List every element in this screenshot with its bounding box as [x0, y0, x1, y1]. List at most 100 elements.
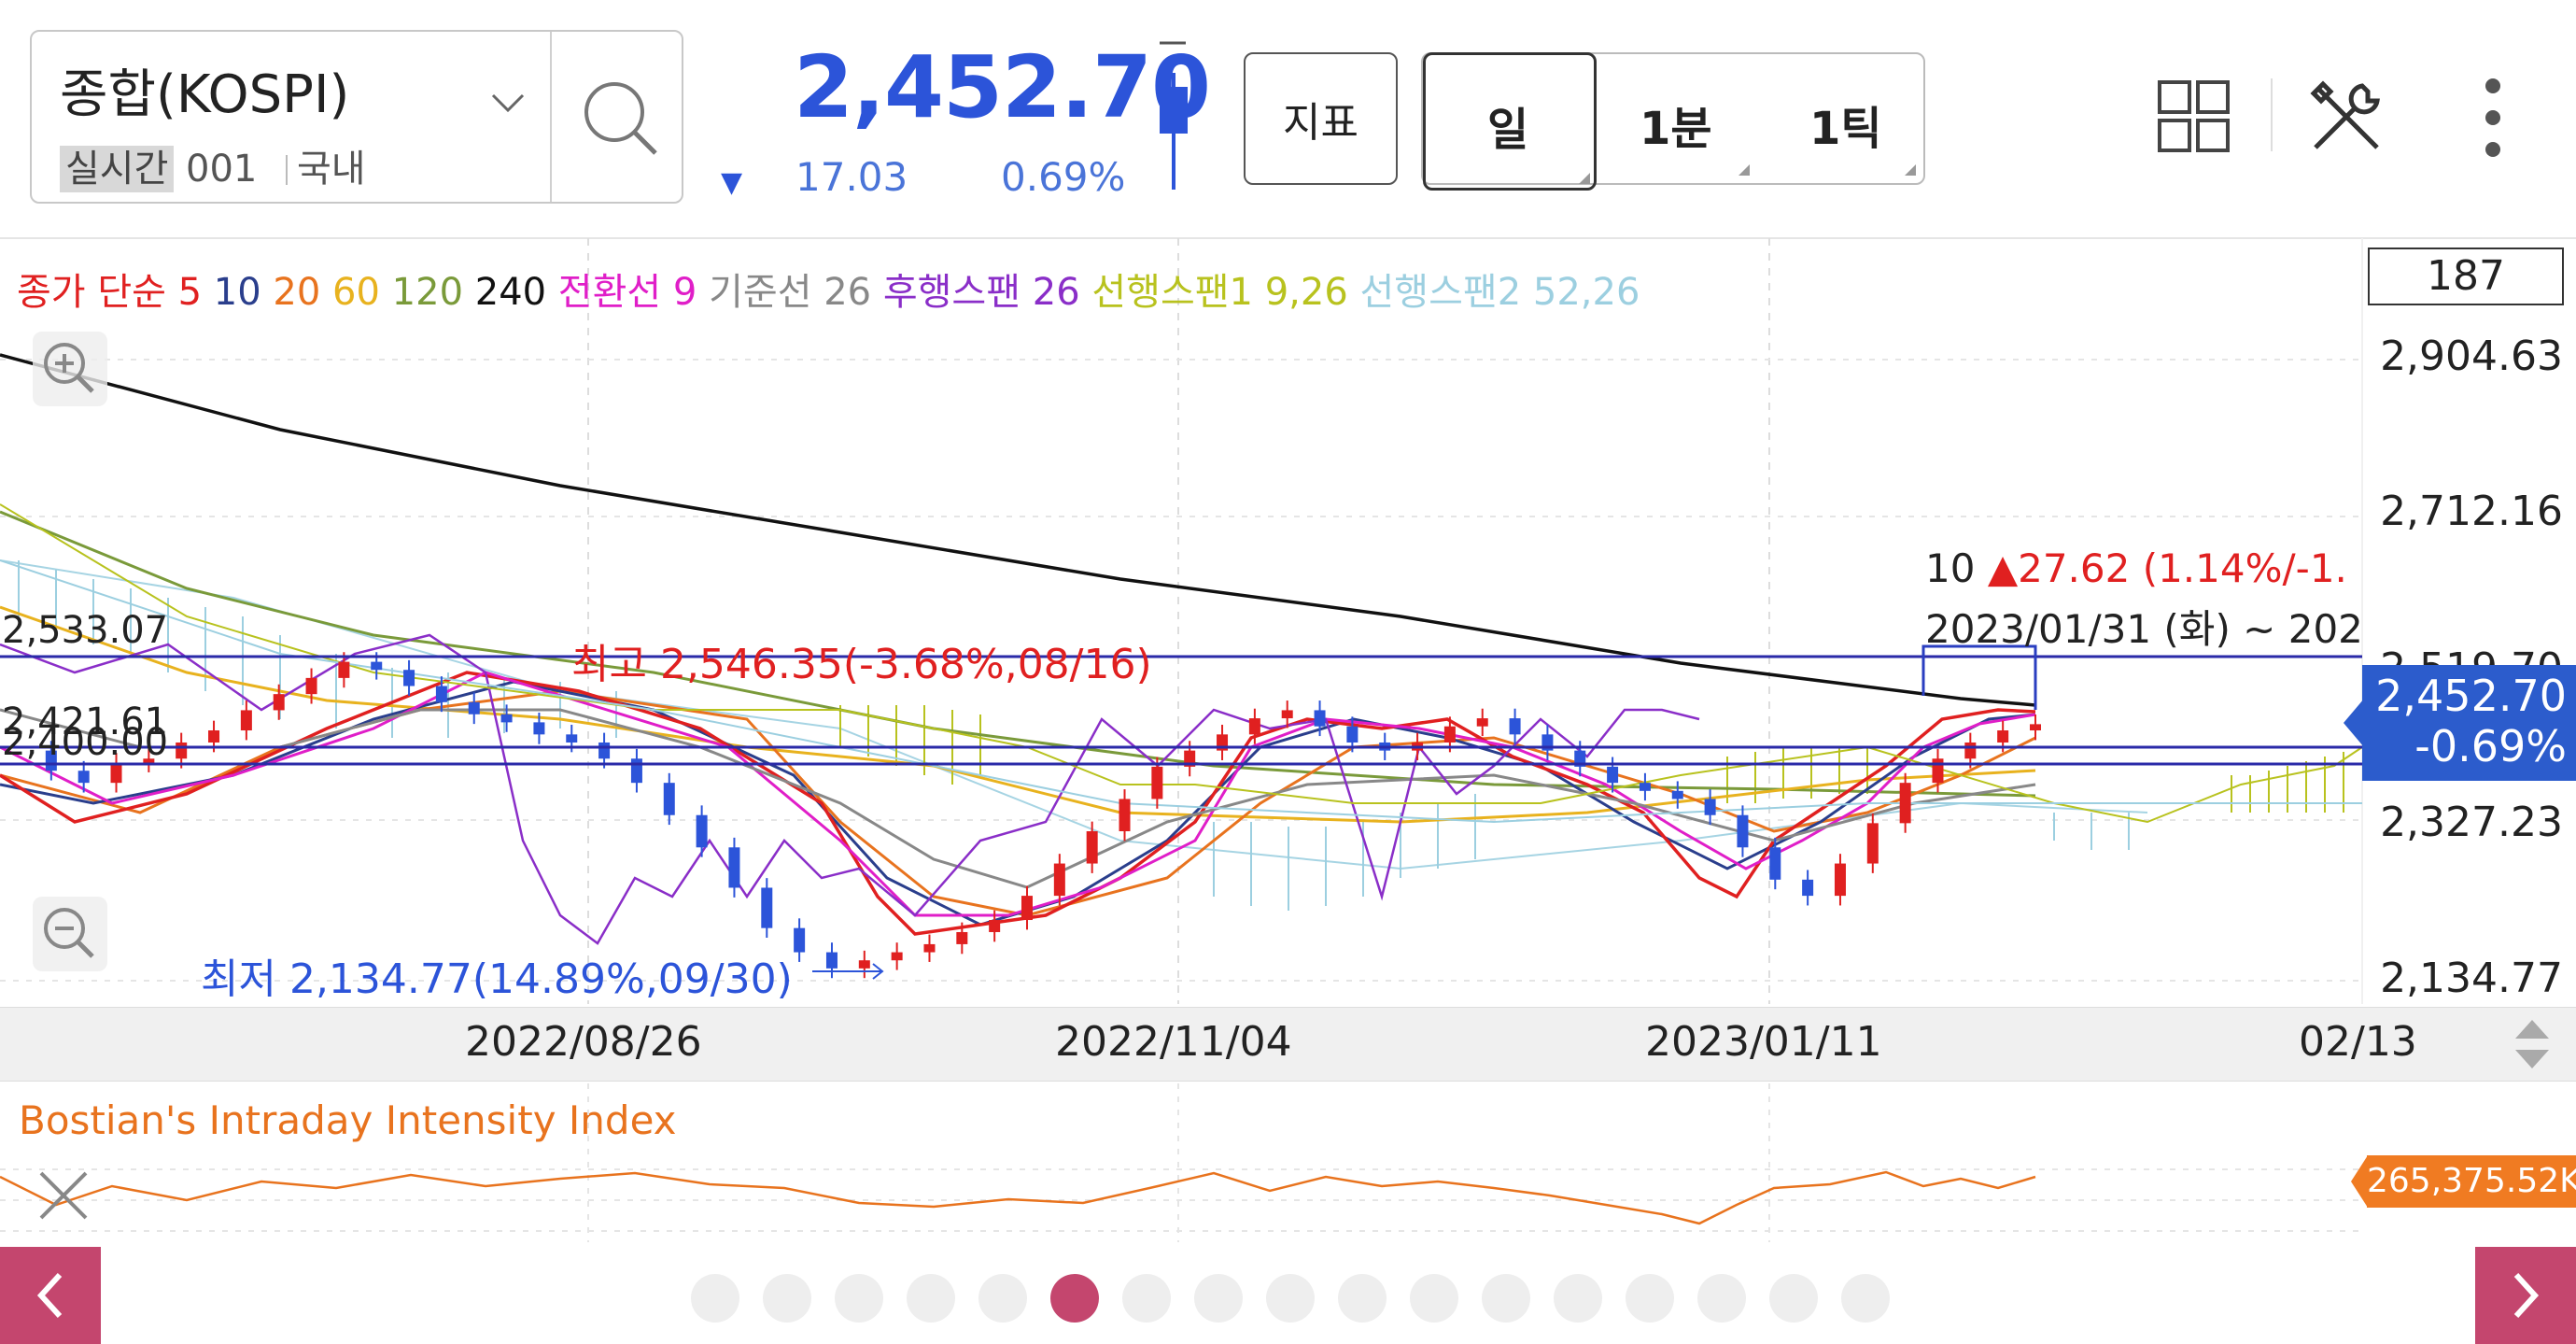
price-tag-percent: -0.69% [2414, 721, 2567, 771]
page-dot[interactable] [1482, 1274, 1530, 1323]
layout-grid-icon[interactable] [2157, 79, 2231, 158]
candle-body [77, 771, 90, 784]
legend-item[interactable]: 종가 단순 5 [17, 271, 203, 314]
legend-item[interactable]: 선행스팬2 52,26 [1347, 271, 1640, 314]
reference-label: 2,533.07 [2, 609, 169, 652]
market-label: 국내 [297, 148, 366, 191]
period-1min-button[interactable]: 1분 [1591, 54, 1759, 183]
page-dot[interactable] [691, 1274, 739, 1323]
divider [286, 155, 288, 185]
candle-body [663, 783, 675, 815]
page-dot[interactable] [1338, 1274, 1387, 1323]
candle-body [858, 960, 870, 969]
candle-body [1704, 799, 1716, 815]
corner-mark [1738, 164, 1750, 176]
candle-body [1866, 823, 1879, 864]
y-axis-label: 2,904.63 [2380, 332, 2563, 380]
zoom-out-icon[interactable] [33, 897, 107, 975]
page-dot[interactable] [835, 1274, 883, 1323]
legend-item[interactable]: 120 [379, 271, 464, 314]
period-day-button[interactable]: 일 [1423, 52, 1597, 191]
current-price-tag: 2,452.70 -0.69% [2362, 665, 2576, 781]
tooltip-line-2: 2023/01/31 (화) ~ 202 [1925, 606, 2359, 652]
visible-count[interactable]: 187 [2368, 248, 2564, 305]
legend-item[interactable]: 전환선 9 [546, 271, 697, 314]
legend-item[interactable]: 선행스팬1 9,26 [1079, 271, 1348, 314]
tooltip-line-1: 10 ▲27.62 (1.14%/-1. [1925, 545, 2359, 591]
candle-body [696, 814, 708, 848]
page-dot[interactable] [1194, 1274, 1243, 1323]
low-annotation: 최저 2,134.77(14.89%,09/30) [201, 955, 793, 1003]
previous-button[interactable] [0, 1247, 101, 1344]
period-1tick-button[interactable]: 1틱 [1759, 54, 1925, 183]
zoom-in-icon[interactable] [33, 332, 107, 410]
candle-body [1476, 718, 1488, 727]
realtime-badge: 실시간 [60, 146, 175, 192]
legend-item[interactable]: 후행스팬 26 [871, 271, 1080, 314]
candle-body [435, 686, 447, 702]
x-axis-label: 2023/01/11 [1645, 1018, 1882, 1066]
x-axis[interactable] [0, 1007, 2576, 1082]
price-tag-value: 2,452.70 [2375, 671, 2567, 721]
legend-item[interactable]: 20 [260, 271, 321, 314]
candle-icon [1148, 35, 1199, 194]
chevron-left-icon [36, 1272, 63, 1319]
candle-body [305, 677, 317, 695]
candle-body [1443, 726, 1456, 743]
page-dot[interactable] [763, 1274, 811, 1323]
high-annotation: 최고 2,546.35(-3.68%,08/16) [571, 641, 1152, 688]
page-dot[interactable] [1266, 1274, 1315, 1323]
legend-item[interactable]: 240 [463, 271, 547, 314]
chevron-down-icon[interactable] [489, 84, 527, 127]
candle-body [371, 661, 383, 671]
legend-item[interactable]: 기준선 26 [697, 271, 872, 314]
legend-item[interactable]: 60 [320, 271, 380, 314]
candle-body [533, 722, 545, 735]
candle-body [403, 670, 415, 686]
page-dot[interactable] [1122, 1274, 1171, 1323]
candle-body [1509, 718, 1521, 735]
page-dot[interactable] [907, 1274, 955, 1323]
page-dot[interactable] [1769, 1274, 1818, 1323]
candle-body [1346, 726, 1358, 743]
candle-body [728, 847, 740, 888]
page-dot[interactable] [1626, 1274, 1674, 1323]
close-icon[interactable] [35, 1167, 91, 1227]
indicator-legend[interactable]: 종가 단순 5 10 20 60 120 240 전환선 9 기준선 26 후행… [17, 262, 1640, 316]
candle-body [1802, 879, 1814, 897]
candle-body [240, 710, 252, 731]
legend-item[interactable]: 10 [202, 271, 261, 314]
candle-body [1964, 742, 1977, 759]
candle-body [2030, 724, 2041, 731]
y-axis-label: 2,712.16 [2380, 488, 2563, 535]
candle-body [989, 920, 1001, 932]
candle-body [761, 887, 773, 928]
page-dot[interactable] [1697, 1274, 1746, 1323]
more-vertical-icon[interactable] [2482, 77, 2504, 164]
page-dot[interactable] [1050, 1274, 1099, 1323]
price-chart[interactable] [0, 233, 2576, 1074]
candle-body [208, 730, 220, 743]
candle-body [1639, 783, 1651, 791]
indicator-button[interactable]: 지표 [1244, 52, 1398, 185]
candle-body [338, 661, 350, 678]
page-dot[interactable] [1841, 1274, 1890, 1323]
scroll-arrows-icon[interactable] [2512, 1016, 2553, 1076]
sub-indicator-value: 265,375.52K [2367, 1155, 2576, 1208]
page-dot[interactable] [1410, 1274, 1458, 1323]
candle-body [1997, 730, 2009, 743]
page-dot[interactable] [978, 1274, 1027, 1323]
candle-body [1086, 830, 1098, 864]
symbol-selector[interactable]: 종합(KOSPI) 실시간 001 국내 [30, 30, 683, 204]
sub-indicator-title[interactable]: Bostian's Intraday Intensity Index [19, 1097, 677, 1143]
divider [550, 32, 552, 202]
tools-icon[interactable] [2306, 77, 2386, 161]
current-price: 2,452.70 [794, 37, 1211, 137]
change-value: 17.03 [795, 154, 908, 200]
next-button[interactable] [2475, 1247, 2576, 1344]
period-day-label: 일 [1487, 104, 1529, 156]
y-axis-label: 2,134.77 [2380, 955, 2563, 1002]
page-dot[interactable] [1554, 1274, 1602, 1323]
candle-body [923, 943, 936, 953]
search-button[interactable] [555, 32, 682, 202]
